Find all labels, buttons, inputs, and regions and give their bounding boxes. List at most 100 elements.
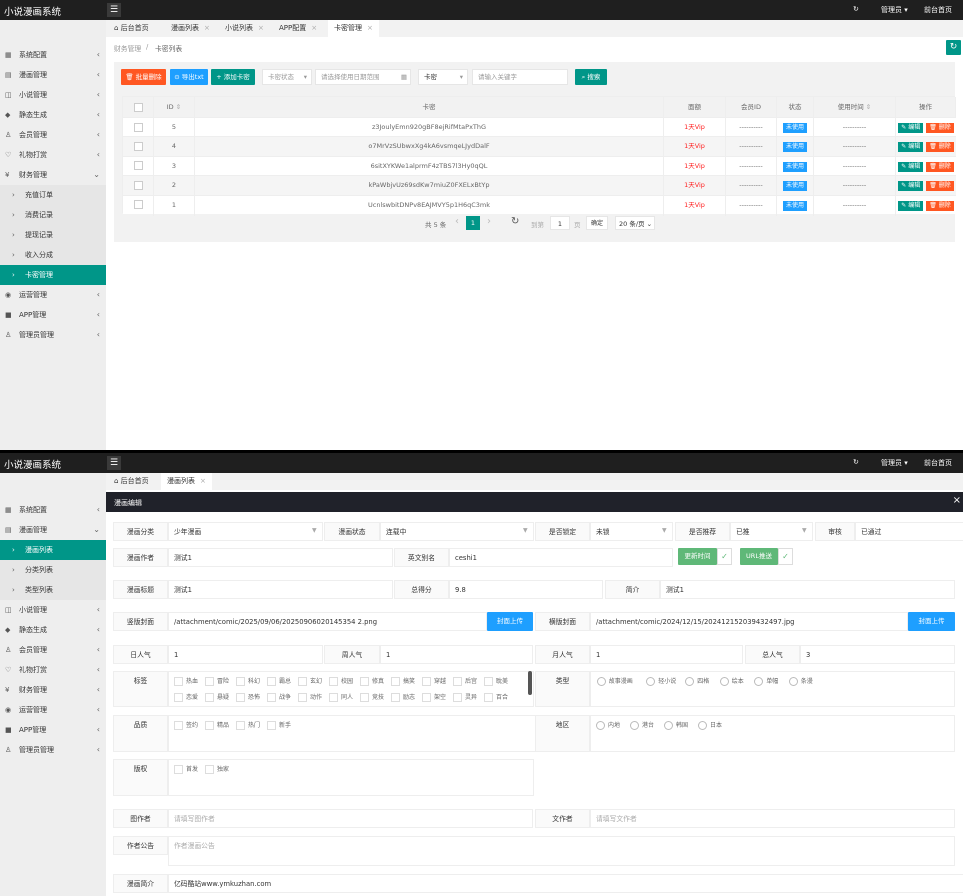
tab[interactable]: ⌂ 后台首页 [108, 20, 155, 37]
sidebar-item[interactable]: ■ APP管理 ‹ [0, 720, 106, 740]
checkbox-option[interactable]: 战争 [267, 692, 291, 702]
writer-input[interactable]: 请填写文作者 [590, 809, 955, 828]
delete-button[interactable]: 🗑 删除 [926, 161, 954, 172]
checkbox[interactable] [484, 693, 493, 702]
checkbox-option[interactable]: 励志 [391, 692, 415, 702]
checkbox[interactable] [453, 693, 462, 702]
sidebar-item[interactable]: ◆ 静态生成 ‹ [0, 105, 106, 125]
checkbox-option[interactable]: 灵异 [453, 692, 477, 702]
checkbox-option[interactable]: 恋爱 [174, 692, 198, 702]
checkbox-option[interactable]: 恐怖 [236, 692, 260, 702]
radio-circle[interactable] [664, 721, 673, 730]
sidebar-item[interactable]: ◉ 运营管理 ‹ [0, 700, 106, 720]
week_pop-input[interactable]: 1 [380, 645, 533, 664]
tab[interactable]: APP配置 × [273, 20, 323, 37]
checkbox-option[interactable]: 独家 [205, 764, 229, 774]
sidebar-item[interactable]: ♡ 礼物打赏 ‹ [0, 145, 106, 165]
sort-icon[interactable]: ⇕ [863, 103, 872, 111]
refresh-button[interactable]: ↻ [946, 40, 961, 55]
checkbox[interactable] [205, 693, 214, 702]
sidebar-item[interactable]: › 漫画列表 [0, 540, 106, 560]
checkbox[interactable] [205, 765, 214, 774]
tags-scrollbar[interactable] [528, 671, 532, 695]
brief-input[interactable]: 测试1 [660, 580, 955, 599]
checkbox[interactable] [236, 721, 245, 730]
prev-page-icon[interactable]: ‹ [455, 216, 459, 227]
sidebar-item[interactable]: ▦ 系统配置 ‹ [0, 500, 106, 520]
checkbox-option[interactable]: 精品 [205, 720, 229, 730]
radio-option[interactable]: 内地 [596, 720, 620, 730]
tab[interactable]: 小说列表 × [219, 20, 270, 37]
sidebar-item[interactable]: ¥ 财务管理 ⌄ [0, 165, 106, 185]
tab[interactable]: 漫画列表 × [165, 20, 216, 37]
sidebar-item[interactable]: ▦ 系统配置 ‹ [0, 45, 106, 65]
delete-button[interactable]: 🗑 删除 [926, 181, 954, 192]
checkbox[interactable] [133, 180, 143, 190]
radio-circle[interactable] [630, 721, 639, 730]
close-icon[interactable]: × [311, 24, 318, 32]
radio-option[interactable]: 单幅 [754, 676, 778, 686]
edit-button[interactable]: ✎ 编辑 [898, 181, 924, 192]
row-checkbox[interactable] [123, 118, 154, 138]
checkbox-option[interactable]: 热门 [236, 720, 260, 730]
goto-page-input[interactable]: 1 [550, 216, 570, 230]
radio-circle[interactable] [719, 677, 729, 686]
sort-icon[interactable]: ⇕ [173, 103, 182, 111]
sidebar-item[interactable]: › 消费记录 [0, 205, 106, 225]
radio-option[interactable]: 港台 [630, 720, 654, 730]
row-checkbox[interactable] [123, 195, 154, 216]
checkbox[interactable] [133, 200, 143, 210]
select-all-checkbox[interactable] [123, 97, 154, 117]
row-checkbox[interactable] [123, 137, 154, 158]
radio-circle[interactable] [788, 677, 798, 686]
delete-button[interactable]: 🗑 删除 [926, 200, 954, 211]
checkbox[interactable] [133, 102, 143, 112]
radio-option[interactable]: 轻小说 [646, 676, 676, 686]
checkbox-option[interactable]: 百合 [484, 692, 508, 702]
tab[interactable]: ⌂ 后台首页 [108, 473, 155, 490]
radio-circle[interactable] [596, 721, 605, 730]
refresh-page-icon[interactable]: ↻ [511, 216, 520, 227]
radio-circle[interactable] [754, 677, 764, 686]
checkbox-option[interactable]: 搞笑 [391, 676, 415, 686]
checkbox-option[interactable]: 新手 [267, 720, 291, 730]
locked-select[interactable]: 未锁 [590, 522, 673, 541]
close-icon[interactable]: × [367, 24, 373, 32]
total_pop-input[interactable]: 3 [800, 645, 955, 664]
radio-option[interactable]: 条漫 [788, 676, 813, 686]
close-icon[interactable]: × [200, 477, 206, 485]
checkbox[interactable] [298, 693, 307, 702]
refresh-icon[interactable]: ↻ [853, 458, 859, 466]
notice-textarea[interactable]: 作者漫画公告 [168, 836, 955, 866]
refresh-icon[interactable]: ↻ [853, 5, 859, 13]
tab[interactable]: 卡密管理 × [328, 20, 379, 37]
h-cover-upload-button[interactable]: 封面上传 [908, 612, 955, 631]
checkbox[interactable] [484, 677, 493, 686]
checkbox[interactable] [329, 693, 338, 702]
status-select[interactable]: 卡密状态 ▾ [262, 69, 312, 85]
checkbox-option[interactable]: 修真 [360, 676, 384, 686]
v-cover-upload-button[interactable]: 封面上传 [487, 612, 533, 631]
sidebar-item[interactable]: › 提现记录 [0, 225, 106, 245]
checkbox[interactable] [133, 122, 143, 132]
status-select[interactable]: 连载中 [380, 522, 534, 541]
sidebar-item[interactable]: ♙ 管理员管理 ‹ [0, 740, 106, 760]
checkbox-option[interactable]: 冒险 [205, 676, 229, 686]
category-select[interactable]: 少年漫画 [168, 522, 323, 541]
checkbox[interactable] [453, 677, 462, 686]
checkbox-option[interactable]: 穿越 [422, 676, 446, 686]
checkbox[interactable] [236, 693, 245, 702]
intro-input[interactable]: 亿码酷站www.ymkuzhan.com [168, 874, 963, 893]
checkbox[interactable] [391, 677, 400, 686]
day_pop-input[interactable]: 1 [168, 645, 323, 664]
title-input[interactable]: 测试1 [168, 580, 393, 599]
radio-option[interactable]: 韩国 [664, 720, 688, 730]
v_cover-input[interactable]: /attachment/comic/2025/09/06/20250906020… [168, 612, 487, 631]
score-input[interactable]: 9.8 [449, 580, 603, 599]
checkbox[interactable] [205, 677, 214, 686]
sidebar-item[interactable]: ◫ 小说管理 ‹ [0, 600, 106, 620]
checkbox[interactable] [174, 721, 183, 730]
checkbox-option[interactable]: 架空 [422, 692, 446, 702]
sidebar-item[interactable]: ▤ 漫画管理 ⌄ [0, 520, 106, 540]
page-button-current[interactable]: 1 [466, 216, 480, 230]
